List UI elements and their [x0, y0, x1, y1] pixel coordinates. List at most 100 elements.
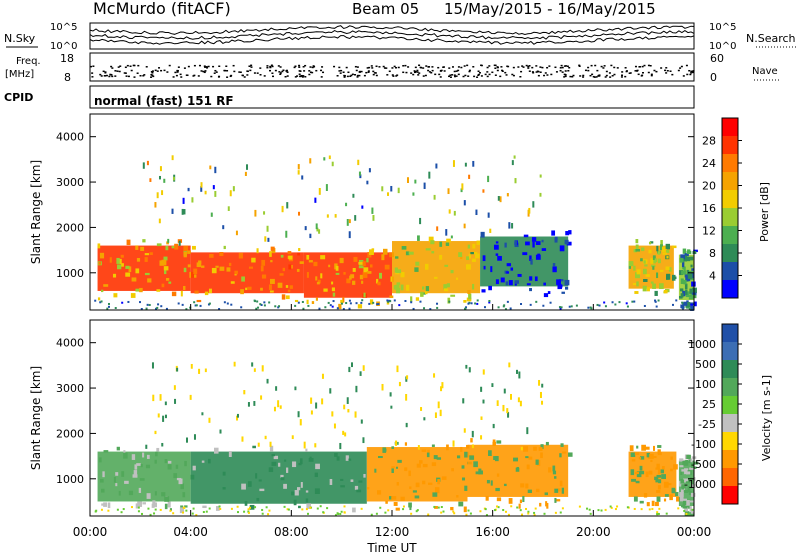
echo-scatter	[154, 202, 157, 208]
ground-scatter	[253, 299, 256, 302]
ground-scatter	[319, 505, 322, 508]
freq-dot	[343, 76, 346, 78]
ground-scatter	[121, 301, 124, 304]
freq-dot	[125, 75, 128, 77]
freq-dot	[119, 65, 122, 67]
colorbar-swatch	[722, 414, 738, 433]
echo-speckle	[362, 261, 366, 267]
echo-scatter	[158, 218, 161, 224]
freq-dot	[425, 65, 428, 67]
echo-speckle	[163, 256, 168, 261]
colorbar-swatch	[722, 468, 738, 487]
ground-scatter	[412, 307, 415, 310]
echo-scatter	[161, 190, 164, 196]
ground-scatter	[191, 512, 194, 515]
echo-scatter	[532, 201, 535, 208]
colorbar-tick-label: 1000	[688, 338, 716, 351]
freq-dot	[468, 70, 471, 73]
freq-dot	[472, 66, 475, 68]
ground-scatter	[294, 304, 297, 307]
echo-speckle	[554, 488, 559, 493]
echo-scatter	[423, 417, 426, 421]
freq-dot	[677, 69, 680, 72]
echo-scatter	[499, 196, 502, 203]
ground-scatter	[377, 303, 380, 306]
ground-scatter	[286, 508, 289, 511]
ground-scatter	[504, 510, 507, 513]
echo-speckle	[184, 505, 188, 508]
echo-scatter	[189, 394, 192, 400]
freq-dot	[608, 72, 611, 74]
echo-speckle	[400, 272, 405, 278]
echo-speckle	[281, 294, 286, 300]
echo-speckle	[668, 483, 672, 486]
echo-scatter	[204, 368, 207, 373]
echo-speckle	[535, 488, 540, 493]
ground-scatter	[155, 307, 158, 310]
echo-speckle	[547, 291, 551, 295]
echo-speckle	[559, 245, 565, 252]
echo-scatter	[214, 191, 217, 197]
echo-speckle	[164, 459, 168, 464]
echo-scatter	[314, 443, 317, 448]
echo-scatter	[172, 176, 175, 181]
freq-dot	[625, 70, 628, 72]
ground-scatter	[476, 302, 479, 305]
freq-dot	[416, 71, 419, 73]
echo-speckle	[121, 471, 125, 477]
echo-scatter	[321, 373, 324, 379]
freq-dot	[431, 69, 434, 72]
echo-speckle	[187, 264, 191, 268]
echo-speckle	[556, 279, 562, 285]
time-x-ticks: 00:00 04:00 08:00 12:00 16:00 20:00 00:00	[73, 304, 711, 539]
echo-speckle	[693, 249, 698, 253]
echo-speckle	[434, 505, 438, 509]
freq-dot	[413, 70, 416, 72]
echo-speckle	[377, 281, 381, 286]
ground-scatter	[372, 301, 375, 304]
echo-speckle	[305, 448, 308, 452]
freq-dot	[680, 65, 683, 68]
freq-dot	[241, 74, 244, 77]
echo-speckle	[522, 496, 525, 503]
echo-scatter	[447, 188, 450, 195]
echo-scatter	[468, 367, 471, 373]
echo-speckle	[299, 458, 303, 465]
echo-scatter	[264, 236, 267, 242]
echo-speckle	[202, 505, 207, 509]
echo-speckle	[670, 468, 673, 472]
freq-dot	[598, 75, 601, 77]
echo-scatter	[462, 398, 465, 404]
echo-speckle	[255, 473, 258, 479]
ground-scatter	[681, 301, 684, 304]
echo-speckle	[320, 273, 323, 279]
echo-speckle	[377, 456, 383, 459]
echo-speckle	[645, 471, 649, 478]
ground-scatter	[94, 299, 97, 302]
freq-dot	[313, 65, 316, 68]
ground-scatter	[240, 306, 243, 309]
freq-dot	[629, 72, 632, 74]
echo-speckle	[564, 286, 569, 290]
echo-speckle	[668, 267, 672, 272]
freq-dot	[643, 64, 646, 67]
freq-dot	[179, 73, 182, 76]
echo-speckle	[564, 279, 570, 286]
ground-scatter	[604, 508, 607, 511]
colorbar-swatch	[722, 172, 738, 191]
echo-scatter	[412, 192, 415, 196]
echo-scatter	[181, 208, 184, 215]
echo-speckle	[305, 490, 309, 493]
freq-dot	[427, 69, 430, 72]
ground-scatter	[633, 507, 636, 510]
echo-speckle	[228, 451, 232, 457]
echo-scatter	[381, 186, 384, 192]
echo-scatter	[348, 366, 351, 373]
ground-scatter	[247, 511, 250, 514]
echo-speckle	[434, 487, 440, 494]
ground-scatter	[597, 509, 600, 512]
echo-speckle	[280, 474, 284, 478]
echo-speckle	[131, 277, 137, 282]
echo-speckle	[556, 499, 561, 502]
